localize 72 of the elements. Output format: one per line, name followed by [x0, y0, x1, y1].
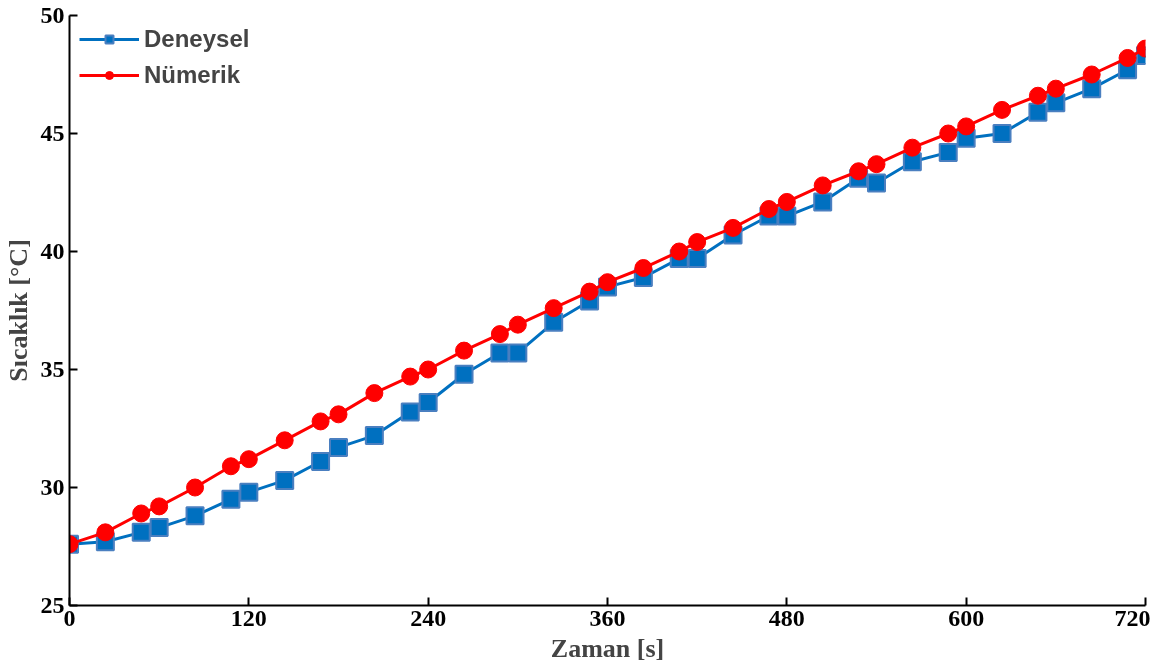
point [401, 367, 420, 386]
point [150, 497, 169, 516]
point [454, 364, 474, 384]
point [1082, 65, 1101, 84]
point [1118, 49, 1137, 67]
point [221, 457, 240, 476]
point [903, 138, 922, 157]
x-tick-label: 600 [948, 604, 985, 631]
point [364, 426, 384, 446]
x-tick-label: 0 [63, 604, 76, 631]
point [418, 393, 438, 413]
x-tick-label: 720 [1114, 604, 1151, 631]
point [275, 431, 294, 450]
point [239, 450, 258, 469]
point [992, 124, 1012, 143]
y-tick-label: 25 [40, 592, 65, 618]
point [957, 117, 976, 136]
point [813, 192, 833, 212]
point [813, 176, 832, 195]
point [96, 523, 115, 542]
point [239, 482, 259, 502]
point [1028, 102, 1048, 122]
point [186, 478, 205, 497]
point [311, 412, 330, 431]
legend-label: Nümerik [144, 61, 241, 89]
point [149, 518, 169, 538]
point [867, 155, 886, 174]
point [688, 233, 707, 252]
point [508, 315, 527, 334]
point [221, 489, 241, 509]
point [687, 249, 707, 269]
point [1028, 86, 1047, 105]
point [724, 218, 743, 237]
point [185, 506, 205, 526]
point [400, 402, 420, 422]
point [490, 325, 509, 344]
point [867, 173, 886, 193]
point [544, 299, 563, 318]
point [598, 273, 617, 292]
point [670, 242, 689, 261]
x-tick-label: 120 [230, 604, 267, 631]
y-axis-title: Sıcaklık [°C] [3, 239, 33, 382]
point [329, 437, 348, 457]
y-tick-label: 45 [40, 120, 65, 146]
x-tick-label: 480 [768, 604, 805, 631]
point [993, 100, 1012, 119]
point [311, 452, 331, 472]
point [1046, 79, 1065, 98]
point [849, 162, 868, 181]
legend-label: Deneysel [144, 25, 250, 53]
point [365, 384, 384, 403]
point [508, 343, 528, 363]
point [580, 282, 599, 301]
point [777, 192, 796, 211]
point [455, 341, 474, 360]
point [490, 343, 510, 363]
y-tick-label: 30 [40, 474, 65, 500]
y-tick-label: 50 [40, 2, 65, 28]
point [132, 504, 151, 523]
x-axis-title: Zaman [s] [550, 633, 665, 663]
x-tick-label: 360 [589, 604, 626, 631]
point [275, 470, 295, 490]
x-tick-label: 240 [410, 604, 447, 631]
point [329, 405, 348, 424]
point [131, 522, 151, 542]
point [634, 259, 653, 277]
y-tick-label: 40 [40, 238, 65, 264]
point [759, 200, 778, 218]
y-tick-label: 35 [40, 356, 65, 382]
point [939, 124, 958, 143]
point [419, 360, 438, 379]
point [938, 142, 958, 162]
